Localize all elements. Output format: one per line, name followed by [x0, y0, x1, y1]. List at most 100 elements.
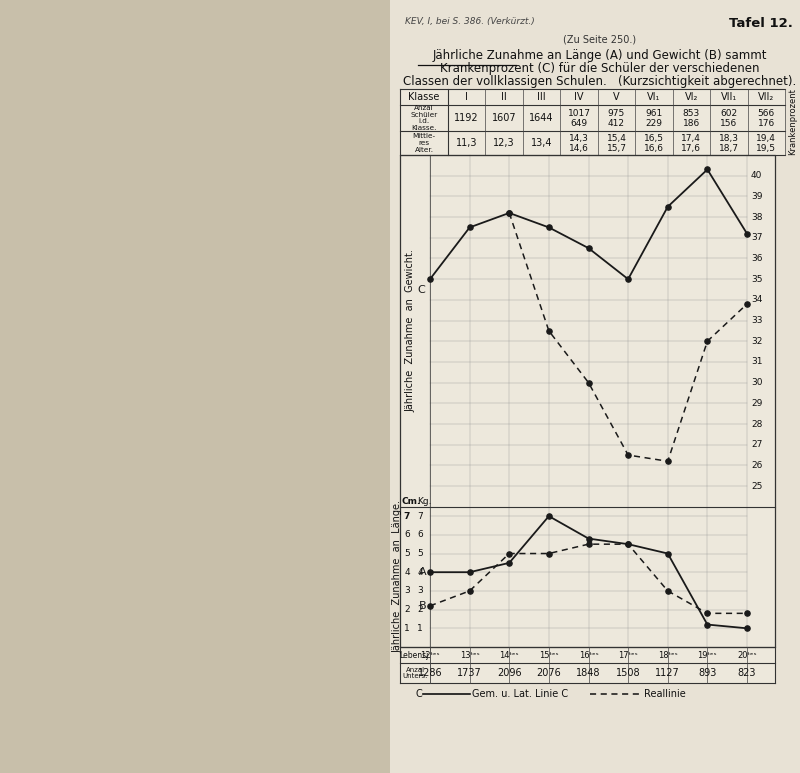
- Point: [463, 566, 476, 578]
- Text: I: I: [466, 92, 468, 102]
- Text: 2: 2: [404, 605, 410, 614]
- Point: [542, 325, 555, 337]
- Text: 961: 961: [646, 108, 662, 117]
- Text: 2076: 2076: [537, 668, 562, 678]
- Text: 30: 30: [751, 378, 762, 387]
- Text: 15,4: 15,4: [606, 134, 626, 142]
- Text: Gem. u. Lat. Linie C: Gem. u. Lat. Linie C: [472, 689, 568, 699]
- Text: 16ᵗᵉˢ: 16ᵗᵉˢ: [578, 651, 598, 659]
- Point: [622, 449, 634, 461]
- Text: 14,3: 14,3: [569, 134, 589, 142]
- Text: 19ᵗᵉˢ: 19ᵗᵉˢ: [698, 651, 717, 659]
- Bar: [400, 89, 785, 155]
- Text: 975: 975: [608, 108, 625, 117]
- Text: Jährliche  Zunahme  an  Länge.: Jährliche Zunahme an Länge.: [392, 500, 402, 653]
- Text: 15,7: 15,7: [606, 144, 626, 152]
- Text: 5: 5: [417, 549, 423, 558]
- Bar: [400, 155, 775, 647]
- Text: Mittle-
res
Alter.: Mittle- res Alter.: [413, 133, 435, 153]
- Text: 14ᵗᵉˢ: 14ᵗᵉˢ: [499, 651, 519, 659]
- Text: 19,5: 19,5: [756, 144, 776, 152]
- Text: VII₁: VII₁: [721, 92, 737, 102]
- Point: [701, 618, 714, 631]
- Text: VI₁: VI₁: [647, 92, 661, 102]
- Point: [741, 227, 754, 240]
- Text: 12,3: 12,3: [494, 138, 515, 148]
- Text: (Zu Seite 250.): (Zu Seite 250.): [563, 35, 637, 45]
- Text: 17,6: 17,6: [682, 144, 702, 152]
- Text: 893: 893: [698, 668, 717, 678]
- Point: [424, 600, 437, 612]
- Text: 6: 6: [417, 530, 423, 540]
- Text: 16,6: 16,6: [644, 144, 664, 152]
- Text: A: A: [419, 567, 427, 577]
- Point: [463, 584, 476, 597]
- Text: 40: 40: [751, 171, 762, 180]
- Text: 6: 6: [404, 530, 410, 540]
- Bar: [390, 0, 800, 773]
- Text: Krankenprozent (C) für die Schüler der verschiedenen: Krankenprozent (C) für die Schüler der v…: [440, 62, 760, 75]
- Point: [701, 607, 714, 619]
- Text: 16,5: 16,5: [644, 134, 664, 142]
- Point: [582, 376, 595, 389]
- Text: 15ᵗᵉˢ: 15ᵗᵉˢ: [539, 651, 558, 659]
- Text: 412: 412: [608, 118, 625, 128]
- Text: 18,3: 18,3: [719, 134, 739, 142]
- Text: 1192: 1192: [454, 113, 479, 123]
- Text: Tafel 12.: Tafel 12.: [729, 17, 793, 30]
- Point: [582, 242, 595, 254]
- Point: [542, 510, 555, 523]
- Text: 1127: 1127: [655, 668, 680, 678]
- Text: Classen der vollklassigen Schulen.   (Kurzsichtigkeit abgerechnet).: Classen der vollklassigen Schulen. (Kurz…: [403, 75, 797, 88]
- Text: 39: 39: [751, 192, 762, 201]
- Text: 186: 186: [682, 118, 700, 128]
- Text: 29: 29: [751, 399, 762, 408]
- Text: B: B: [419, 601, 427, 611]
- Point: [463, 221, 476, 233]
- Text: Jährliche  Zunahme  an  Gewicht.: Jährliche Zunahme an Gewicht.: [405, 250, 415, 412]
- Text: II: II: [502, 92, 507, 102]
- Text: 5: 5: [404, 549, 410, 558]
- Text: 25: 25: [751, 482, 762, 491]
- Text: 17,4: 17,4: [682, 134, 702, 142]
- Text: 13,4: 13,4: [531, 138, 552, 148]
- Text: 12ᵗᵉˢ: 12ᵗᵉˢ: [420, 651, 440, 659]
- Text: 7: 7: [404, 512, 410, 521]
- Text: 28: 28: [751, 420, 762, 428]
- Text: Cm.: Cm.: [402, 497, 422, 506]
- Text: VII₂: VII₂: [758, 92, 774, 102]
- Text: 566: 566: [758, 108, 775, 117]
- Text: 36: 36: [751, 254, 762, 263]
- Text: KEV, I, bei S. 386. (Verkürzt.): KEV, I, bei S. 386. (Verkürzt.): [405, 17, 534, 26]
- Text: VI₂: VI₂: [685, 92, 698, 102]
- Text: 1: 1: [417, 624, 423, 633]
- Text: 1: 1: [404, 624, 410, 633]
- Text: 3: 3: [417, 587, 423, 595]
- Text: C: C: [418, 285, 425, 295]
- Point: [582, 533, 595, 545]
- Point: [622, 538, 634, 550]
- Point: [662, 547, 674, 560]
- Point: [503, 557, 516, 569]
- Text: 18,7: 18,7: [719, 144, 739, 152]
- Text: 649: 649: [570, 118, 588, 128]
- Text: Krankenprozent: Krankenprozent: [789, 89, 798, 155]
- Point: [503, 206, 516, 219]
- Text: 19,4: 19,4: [756, 134, 776, 142]
- Text: 4: 4: [417, 567, 423, 577]
- Point: [662, 455, 674, 468]
- Text: Lebensj.: Lebensj.: [399, 651, 431, 659]
- Text: 38: 38: [751, 213, 762, 222]
- Text: 1508: 1508: [616, 668, 641, 678]
- Point: [424, 273, 437, 285]
- Text: 1737: 1737: [458, 668, 482, 678]
- Point: [424, 566, 437, 578]
- Text: 853: 853: [682, 108, 700, 117]
- Point: [542, 547, 555, 560]
- Text: 4: 4: [404, 567, 410, 577]
- Text: III: III: [538, 92, 546, 102]
- Text: Klasse: Klasse: [408, 92, 440, 102]
- Text: 156: 156: [720, 118, 738, 128]
- Text: 27: 27: [751, 440, 762, 449]
- Point: [662, 584, 674, 597]
